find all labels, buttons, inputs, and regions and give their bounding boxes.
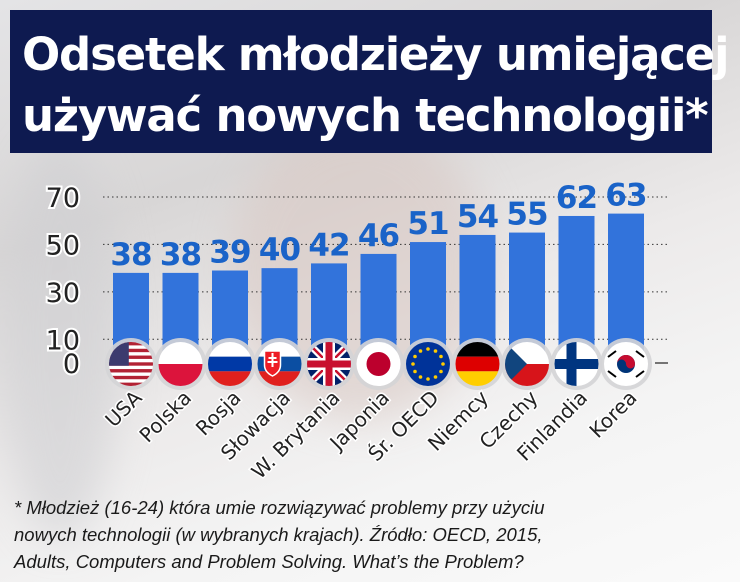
flag-cz-icon [505, 342, 549, 386]
flag-sk-icon [257, 342, 302, 386]
category-label: Korea [584, 386, 641, 443]
y-tick-label: 0 [63, 349, 80, 380]
bar-group: 63 Korea [583, 178, 652, 444]
flag-eu-icon [406, 342, 450, 386]
flag-pl-icon [158, 342, 203, 386]
background-photo-shade [0, 140, 120, 540]
footnote: * Młodzież (16-24) która umie rozwiązywa… [14, 494, 734, 575]
bar-value-label: 40 [259, 232, 301, 268]
title-box [10, 10, 712, 153]
footnote-line-3: Adults, Computers and Problem Solving. W… [14, 551, 524, 572]
flag-gb-icon [307, 342, 351, 386]
bar [410, 242, 446, 355]
category-label: Polska [134, 386, 196, 448]
flag-fi-icon [554, 342, 599, 386]
bar-value-label: 63 [605, 178, 646, 214]
bar-value-label: 42 [308, 227, 349, 263]
bar-value-label: 38 [110, 237, 151, 273]
flag-ru-icon [208, 342, 252, 386]
y-tick-label: 10 [46, 325, 80, 356]
flag-kr-icon [604, 342, 648, 386]
bar-value-label: 54 [457, 199, 499, 235]
bar-value-label: 39 [209, 235, 250, 271]
bar-value-label: 46 [358, 218, 399, 254]
bar-value-label: 55 [506, 197, 547, 233]
title-line-2: używać nowych technologii* [22, 89, 709, 142]
y-tick-label: 70 [46, 183, 80, 214]
y-tick-label: 50 [46, 230, 80, 261]
flag-jp-icon [356, 342, 401, 386]
footnote-line-1: * Młodzież (16-24) która umie rozwiązywa… [14, 497, 545, 518]
flag-de-icon [455, 342, 500, 386]
footnote-line-2: nowych technologii (w wybranych krajach)… [14, 524, 543, 545]
flag-us-icon [109, 342, 153, 386]
bar [558, 215, 595, 355]
title-line-1: Odsetek młodzieży umiejącej [22, 28, 730, 81]
chart-title: Odsetek młodzieży umiejącej używać nowyc… [22, 24, 730, 146]
bar [509, 232, 545, 355]
y-tick-label: 30 [46, 278, 80, 309]
bar-value-label: 62 [556, 180, 597, 216]
bar [608, 213, 644, 355]
bar [459, 234, 496, 355]
bar-value-label: 38 [160, 237, 201, 273]
bar-value-label: 51 [407, 206, 448, 242]
